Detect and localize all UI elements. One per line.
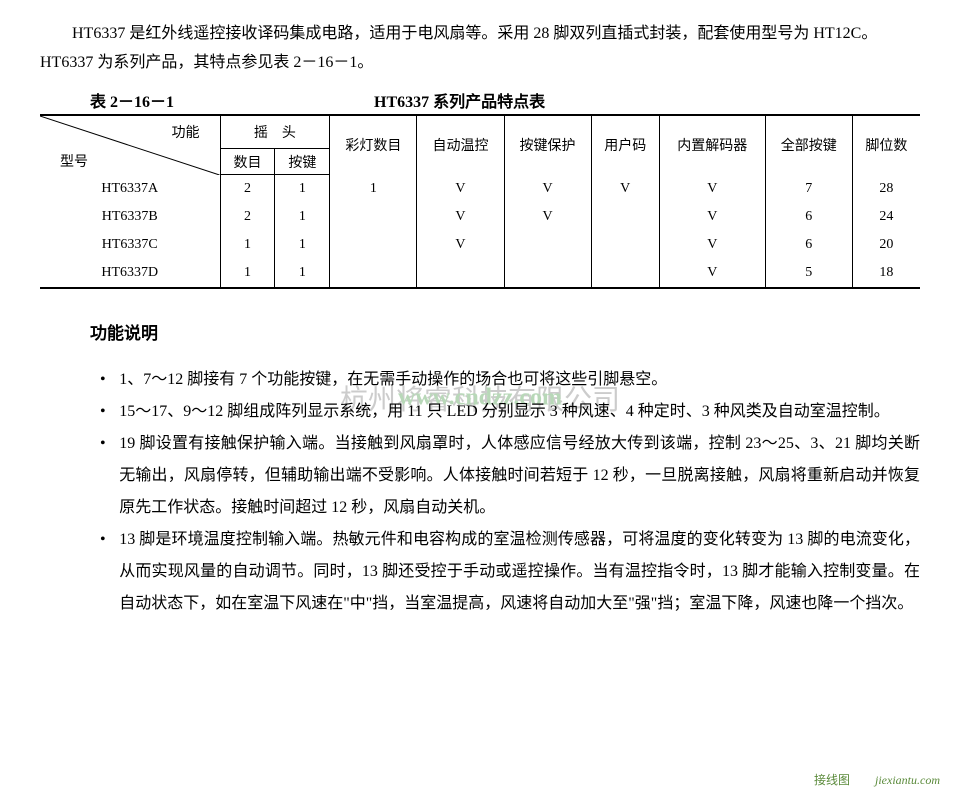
cell-pins: 28 bbox=[852, 175, 920, 204]
cell-key_protect: V bbox=[504, 203, 591, 231]
cell-swing_count: 1 bbox=[220, 259, 275, 288]
header-key-protect: 按键保护 bbox=[504, 115, 591, 175]
cell-model: HT6337A bbox=[40, 175, 220, 204]
list-item: 1、7～12 脚接有 7 个功能按键，在无需手动操作的场合也可将这些引脚悬空。 bbox=[100, 364, 920, 396]
cell-decoder: V bbox=[659, 203, 765, 231]
cell-key_protect: V bbox=[504, 175, 591, 204]
cell-decoder: V bbox=[659, 175, 765, 204]
section-title: 功能说明 bbox=[90, 319, 920, 344]
table-row: HT6337B21VVV624 bbox=[40, 203, 920, 231]
cell-decoder: V bbox=[659, 231, 765, 259]
cell-light bbox=[330, 259, 417, 288]
header-all-keys: 全部按键 bbox=[765, 115, 852, 175]
cell-user_code bbox=[591, 231, 659, 259]
table-row: HT6337D11V518 bbox=[40, 259, 920, 288]
table-title: HT6337 系列产品特点表 bbox=[374, 88, 545, 112]
diag-header-top: 功能 bbox=[172, 122, 200, 142]
cell-key_protect bbox=[504, 231, 591, 259]
cell-pins: 24 bbox=[852, 203, 920, 231]
cell-auto_temp: V bbox=[417, 203, 504, 231]
cell-user_code bbox=[591, 259, 659, 288]
cell-light bbox=[330, 203, 417, 231]
table-caption-row: 表 2－16－1 HT6337 系列产品特点表 bbox=[40, 88, 920, 112]
cell-model: HT6337D bbox=[40, 259, 220, 288]
header-user-code: 用户码 bbox=[591, 115, 659, 175]
cell-auto_temp bbox=[417, 259, 504, 288]
cell-user_code: V bbox=[591, 175, 659, 204]
header-pin-count: 脚位数 bbox=[852, 115, 920, 175]
table-row: HT6337C11VV620 bbox=[40, 231, 920, 259]
cell-all_keys: 7 bbox=[765, 175, 852, 204]
cell-user_code bbox=[591, 203, 659, 231]
cell-pins: 18 bbox=[852, 259, 920, 288]
feature-table: 功能 型号 摇 头 彩灯数目 自动温控 按键保护 用户码 内置解码器 全部按键 … bbox=[40, 114, 920, 290]
cell-swing_count: 2 bbox=[220, 175, 275, 204]
cell-all_keys: 6 bbox=[765, 231, 852, 259]
cell-model: HT6337C bbox=[40, 231, 220, 259]
header-auto-temp: 自动温控 bbox=[417, 115, 504, 175]
list-item: 13 脚是环境温度控制输入端。热敏元件和电容构成的室温检测传感器，可将温度的变化… bbox=[100, 524, 920, 620]
cell-light: 1 bbox=[330, 175, 417, 204]
footer-badge-1: 接线图 bbox=[814, 771, 850, 788]
header-light: 彩灯数目 bbox=[330, 115, 417, 175]
header-swing-key: 按键 bbox=[275, 149, 330, 175]
list-item: 19 脚设置有接触保护输入端。当接触到风扇罩时，人体感应信号经放大传到该端，控制… bbox=[100, 428, 920, 524]
cell-swing_count: 2 bbox=[220, 203, 275, 231]
cell-swing_key: 1 bbox=[275, 231, 330, 259]
cell-light bbox=[330, 231, 417, 259]
cell-auto_temp: V bbox=[417, 231, 504, 259]
table-header-row-1: 功能 型号 摇 头 彩灯数目 自动温控 按键保护 用户码 内置解码器 全部按键 … bbox=[40, 115, 920, 149]
header-swing-count: 数目 bbox=[220, 149, 275, 175]
cell-pins: 20 bbox=[852, 231, 920, 259]
cell-auto_temp: V bbox=[417, 175, 504, 204]
cell-all_keys: 6 bbox=[765, 203, 852, 231]
cell-key_protect bbox=[504, 259, 591, 288]
intro-paragraph: HT6337 是红外线遥控接收译码集成电路，适用于电风扇等。采用 28 脚双列直… bbox=[40, 20, 920, 78]
cell-swing_key: 1 bbox=[275, 175, 330, 204]
cell-all_keys: 5 bbox=[765, 259, 852, 288]
header-decoder: 内置解码器 bbox=[659, 115, 765, 175]
cell-swing_count: 1 bbox=[220, 231, 275, 259]
diag-header-bottom: 型号 bbox=[60, 151, 88, 171]
cell-decoder: V bbox=[659, 259, 765, 288]
table-number: 表 2－16－1 bbox=[90, 88, 174, 112]
diagonal-header-cell: 功能 型号 bbox=[40, 115, 220, 175]
header-swing: 摇 头 bbox=[220, 115, 330, 149]
list-item: 15～17、9～12 脚组成阵列显示系统，用 11 只 LED 分别显示 3 种… bbox=[100, 396, 920, 428]
cell-model: HT6337B bbox=[40, 203, 220, 231]
bullet-list: 1、7～12 脚接有 7 个功能按键，在无需手动操作的场合也可将这些引脚悬空。1… bbox=[40, 364, 920, 620]
footer-badge-2: jiexiantu.com bbox=[875, 773, 940, 788]
cell-swing_key: 1 bbox=[275, 203, 330, 231]
cell-swing_key: 1 bbox=[275, 259, 330, 288]
table-row: HT6337A211VVVV728 bbox=[40, 175, 920, 204]
